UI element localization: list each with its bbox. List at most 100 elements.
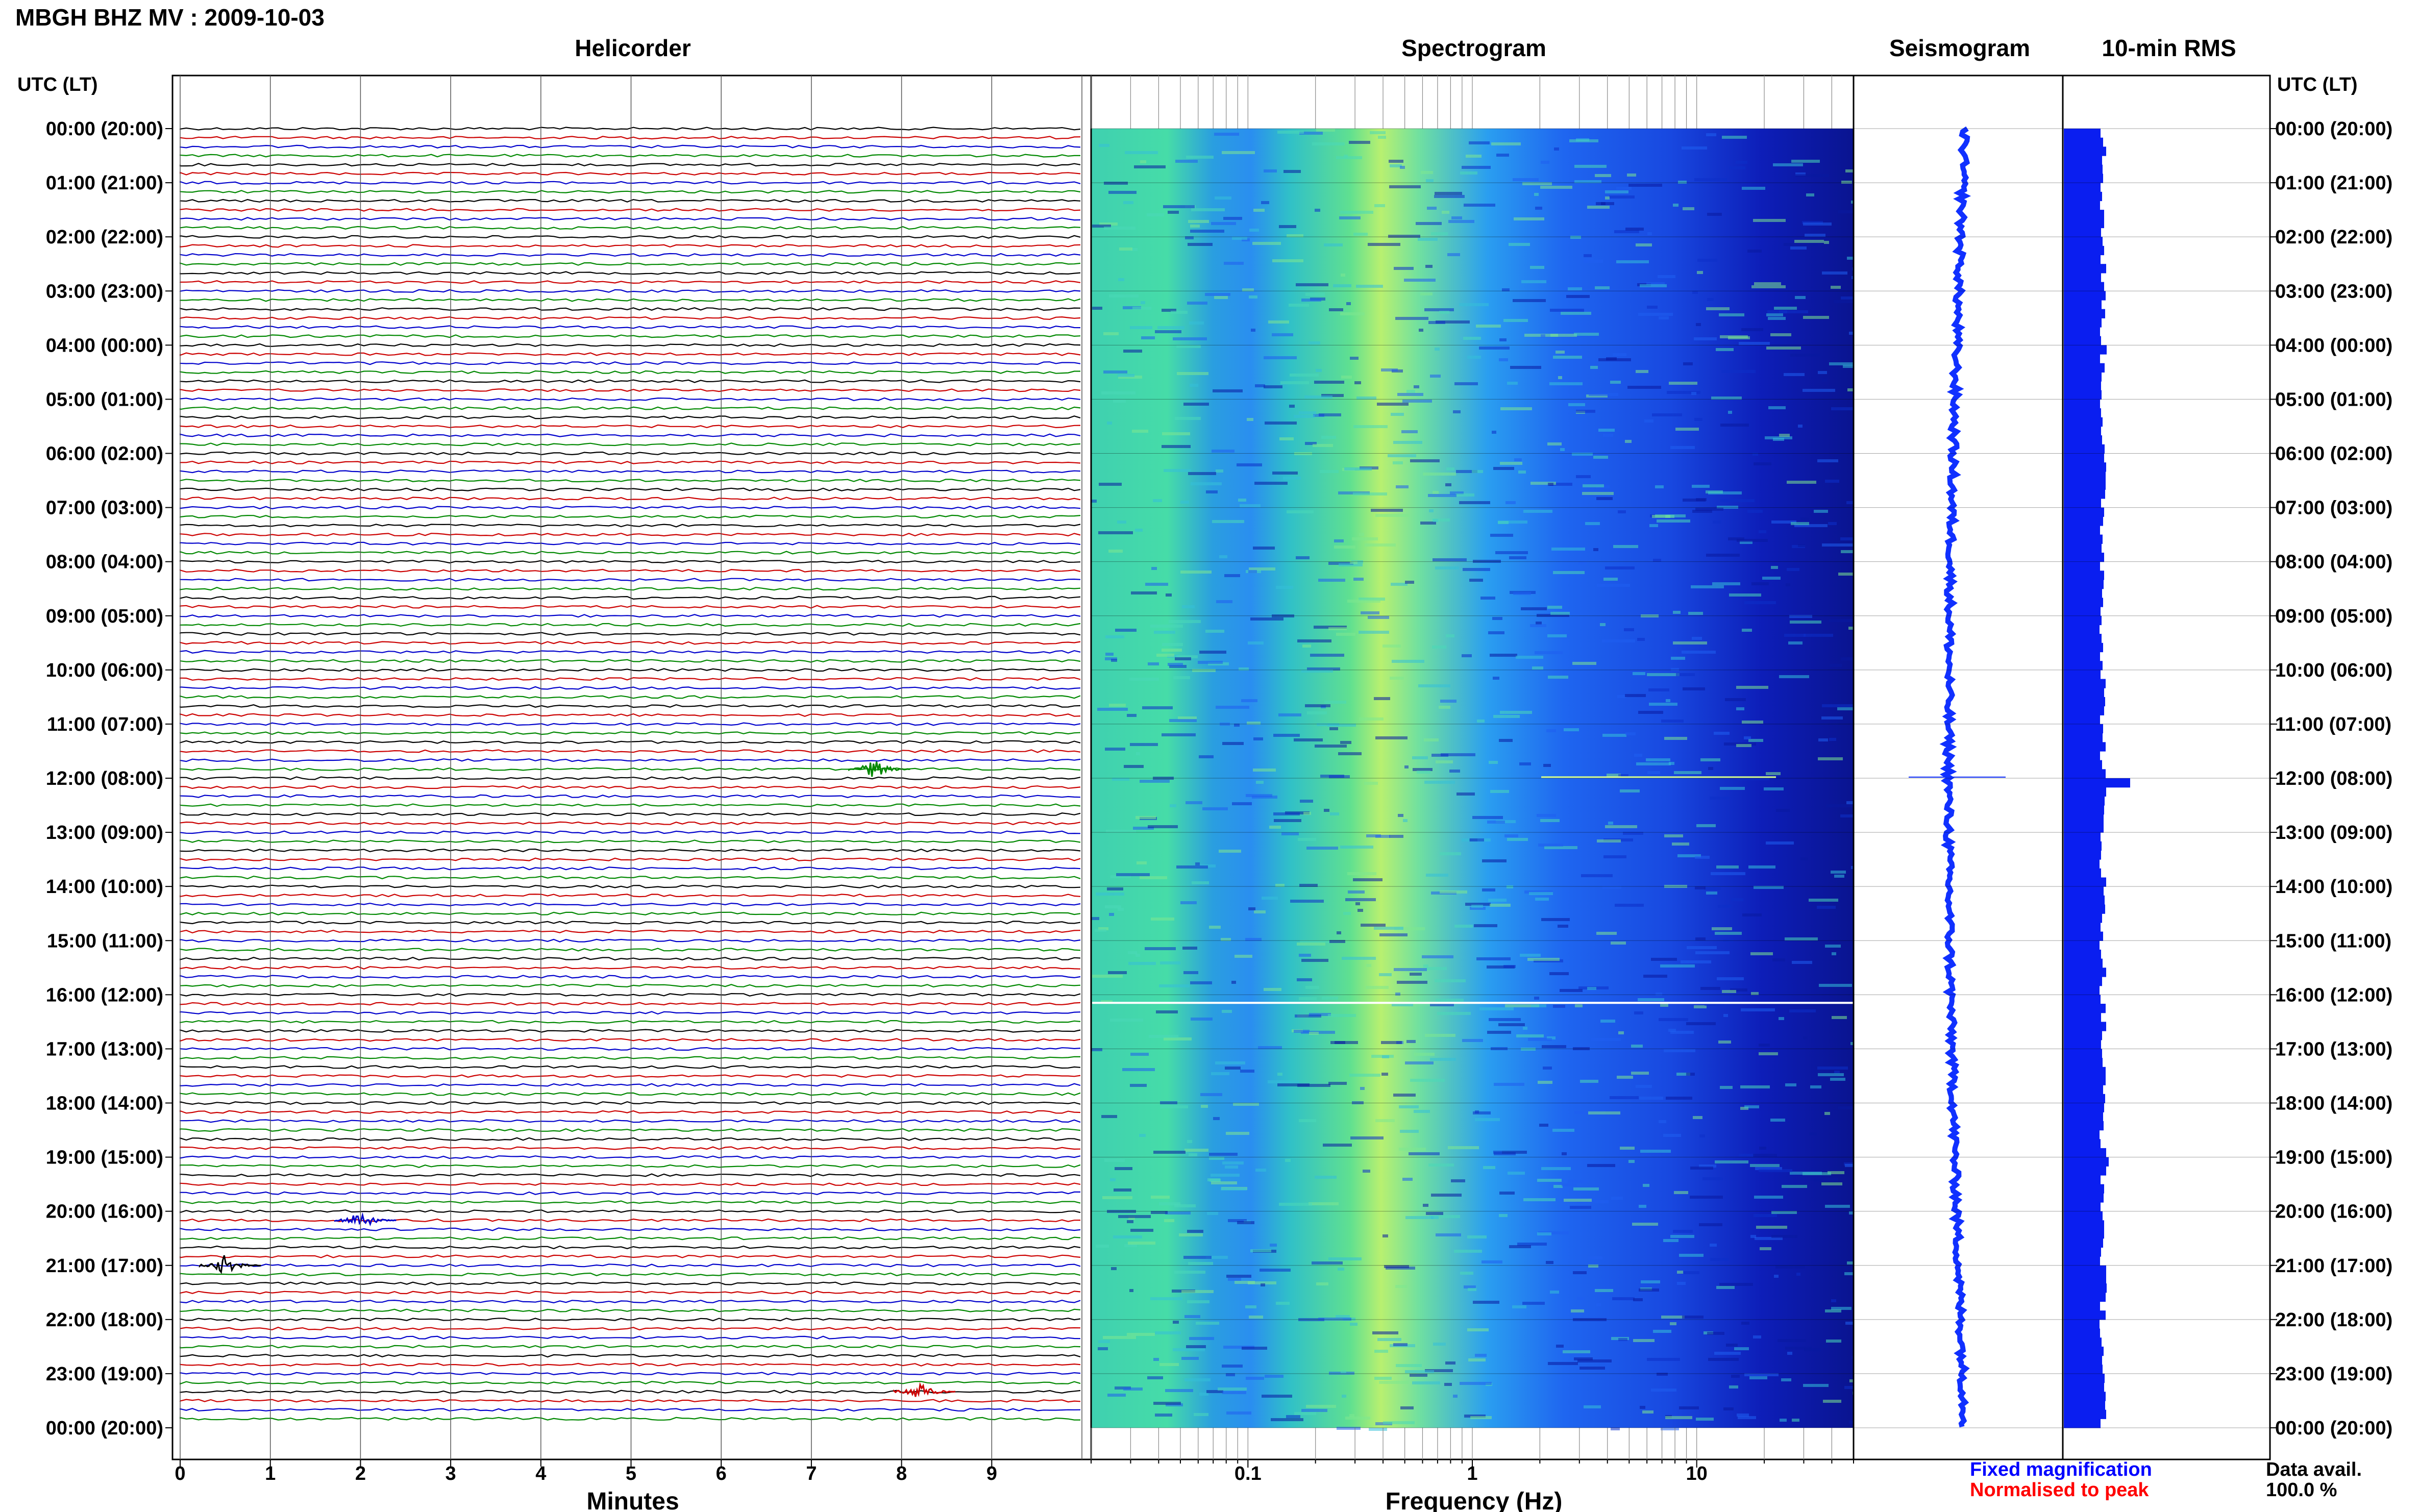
spectrogram-cell	[1186, 1345, 1206, 1348]
spectrogram-cell	[1722, 990, 1736, 993]
spectrogram-cell	[1277, 1083, 1310, 1086]
spectrogram-cell	[1669, 382, 1697, 385]
spectrogram-cell	[1491, 142, 1521, 145]
spectrogram-cell	[1150, 625, 1183, 628]
spectrogram-cell	[1636, 1085, 1652, 1088]
spectrogram-cell	[1531, 482, 1556, 485]
spectrogram-cell	[1579, 1367, 1605, 1370]
spectrogram-cell	[1702, 1177, 1723, 1180]
spectrogram-cell	[1371, 509, 1403, 512]
spectrogram-cell	[1754, 886, 1784, 889]
spectrogram-cell	[1628, 184, 1662, 187]
spectrogram-cell	[1454, 925, 1473, 928]
spectrogram-cell	[1107, 422, 1112, 425]
spectrogram-cell	[1603, 578, 1618, 581]
spectrogram-cell	[1504, 834, 1518, 837]
spectrogram-cell	[1462, 166, 1491, 169]
rms-bar	[2064, 1292, 2106, 1302]
spectrogram-cell	[1264, 169, 1277, 172]
helicorder-trace	[179, 1272, 1081, 1277]
spectrogram-cell	[1274, 819, 1301, 822]
helicorder-trace	[179, 1353, 1081, 1358]
spectrogram-cell	[1424, 781, 1455, 784]
spectrogram-cell	[1328, 1014, 1356, 1017]
spectrogram-cell	[1717, 977, 1744, 980]
spectrogram-cell	[1823, 1400, 1841, 1403]
spectrogram-cell	[1277, 131, 1304, 134]
spectrogram-cell	[1118, 278, 1124, 281]
utc-label-right: 20:00 (16:00)	[2275, 1201, 2392, 1223]
spectrogram-cell	[1393, 441, 1422, 444]
spectrogram-cell	[1184, 1315, 1200, 1318]
spectrogram-cell	[1647, 1358, 1680, 1361]
spectrogram-cell	[1225, 1166, 1238, 1169]
spectrogram-cell	[1160, 961, 1180, 964]
spectrogram-cell	[1785, 1083, 1796, 1086]
helicorder-trace	[179, 641, 1081, 645]
spectrogram-cell	[1151, 567, 1157, 570]
spectrogram-cell	[1558, 376, 1562, 379]
spectrogram-cell	[1440, 700, 1457, 703]
spectrogram-cell	[1748, 865, 1775, 869]
spectrogram-cell	[1723, 939, 1734, 942]
spectrogram-cell	[1162, 643, 1183, 646]
spectrogram-cell	[1179, 1233, 1203, 1236]
spectrogram-cell	[1519, 762, 1531, 765]
helicorder-trace	[179, 965, 1081, 970]
utc-label-left: 22:00 (18:00)	[46, 1309, 163, 1331]
spectrogram-cell	[1187, 1300, 1210, 1303]
spectrogram-cell	[1541, 334, 1545, 337]
spectrogram-cell	[1383, 1421, 1415, 1424]
spectrogram-cell	[1335, 1041, 1345, 1044]
spectrogram-cell	[1247, 418, 1253, 421]
spectrogram-cell	[1098, 1340, 1110, 1343]
spectrogram-cell	[1548, 1362, 1578, 1365]
spectrogram-cell	[1759, 1169, 1792, 1172]
spectrogram-cell	[1558, 925, 1568, 928]
utc-label-right: 01:00 (21:00)	[2275, 172, 2392, 194]
spectrogram-cell	[1389, 185, 1421, 188]
helicorder-trace	[179, 289, 1081, 293]
minute-tick-label: 3	[446, 1463, 456, 1484]
spectrogram-cell	[1661, 1427, 1679, 1430]
spectrogram-cell	[1647, 673, 1680, 676]
spectrogram-cell	[1695, 886, 1706, 889]
rms-bar	[2064, 255, 2101, 264]
helicorder-trace	[179, 1020, 1081, 1024]
spectrogram-cell	[1405, 1370, 1434, 1373]
helicorder-trace	[179, 1128, 1081, 1132]
spectrogram-cell	[1248, 1281, 1276, 1284]
rms-bar	[2064, 1130, 2100, 1139]
spectrogram-cell	[1546, 1261, 1553, 1264]
spectrogram-cell	[1549, 483, 1572, 486]
spectrogram-cell	[1521, 1048, 1536, 1051]
spectrogram-cell	[1718, 905, 1732, 908]
helicorder-trace	[179, 379, 1081, 383]
spectrogram-cell	[1216, 469, 1223, 473]
spectrogram-cell	[1605, 825, 1637, 828]
spectrogram-cell	[1826, 1340, 1841, 1343]
rms-bar	[2064, 913, 2102, 923]
spectrogram-cell	[1716, 865, 1739, 869]
spectrogram-cell	[1359, 631, 1389, 634]
helicorder-trace	[179, 1047, 1081, 1051]
spectrogram-cell	[1562, 1183, 1577, 1186]
helicorder-trace	[179, 821, 1081, 825]
spectrogram-cell	[1787, 481, 1816, 484]
helicorder-trace	[179, 171, 1081, 176]
spectrogram-cell	[1342, 957, 1376, 960]
rms-bar	[2064, 1409, 2106, 1419]
spectrogram-cell	[1789, 1009, 1816, 1012]
spectrogram-cell	[1436, 999, 1464, 1002]
spectrogram-cell	[1770, 333, 1791, 336]
spectrogram-cell	[1532, 666, 1543, 670]
spectrogram-cell	[1192, 881, 1209, 884]
spectrogram-cell	[1162, 445, 1191, 448]
spectrogram-cell	[1683, 207, 1694, 210]
spectrogram-cell	[1209, 1153, 1238, 1156]
spectrogram-cell	[1137, 861, 1147, 864]
spectrogram-xlabel: Frequency (Hz)	[1386, 1488, 1563, 1512]
spectrogram-cell	[1475, 1118, 1500, 1121]
spectrogram-cell	[1673, 204, 1679, 207]
spectrogram-cell	[1809, 899, 1838, 902]
